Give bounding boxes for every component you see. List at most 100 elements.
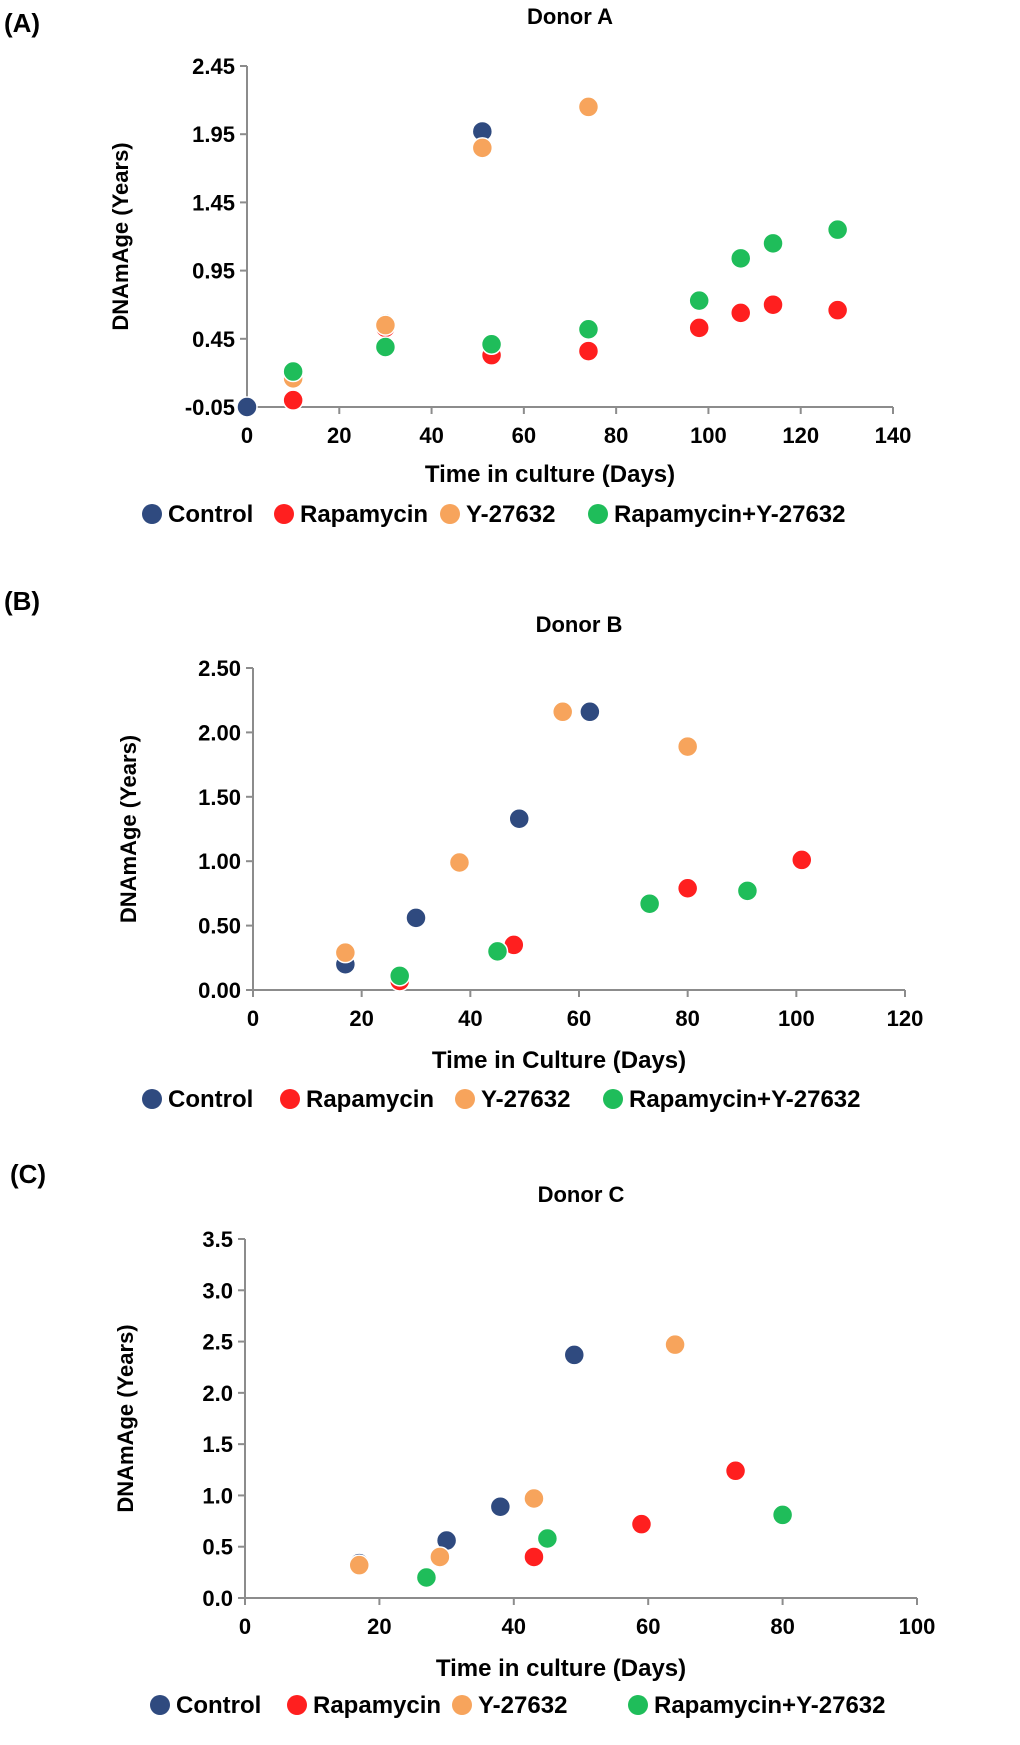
data-point-y-27632 <box>664 1333 686 1356</box>
x-tick-label: 40 <box>458 1006 482 1031</box>
y-tick-label: 1.50 <box>198 785 241 810</box>
panel-label: (A) <box>4 8 40 38</box>
y-tick-label: 0.5 <box>202 1535 233 1560</box>
legend-label: Y-27632 <box>481 1086 570 1113</box>
legend-label: Rapamycin <box>306 1086 434 1113</box>
legend-marker <box>142 1089 162 1109</box>
legend-marker <box>287 1695 307 1715</box>
x-tick-label: 20 <box>349 1006 373 1031</box>
legend-marker <box>150 1695 170 1715</box>
data-point-rapamycin-y-27632 <box>480 333 503 356</box>
data-point-rapamycin-y-27632 <box>388 965 411 987</box>
data-point-rapamycin-y-27632 <box>729 247 752 270</box>
x-tick-label: 80 <box>675 1006 699 1031</box>
y-tick-label: 2.5 <box>202 1330 233 1355</box>
data-point-rapamycin <box>791 849 813 871</box>
data-point-y-27632 <box>551 701 574 723</box>
y-tick-label: 0.95 <box>192 259 235 284</box>
data-point-y-27632 <box>348 1554 370 1576</box>
chart-title: Donor C <box>538 1182 625 1207</box>
data-point-rapamycin-y-27632 <box>826 218 849 241</box>
data-point-rapamycin <box>577 340 600 362</box>
x-tick-label: 20 <box>367 1614 391 1639</box>
legend-marker <box>452 1695 472 1715</box>
data-point-rapamycin <box>676 877 699 899</box>
x-tick-label: 0 <box>239 1614 251 1639</box>
x-tick-label: 40 <box>419 423 443 448</box>
chart-donor-c: (C) Donor C 0.0 0.5 1.0 1.5 2.0 2.5 3.0 3.5 0 20 40 6… <box>10 1159 935 1719</box>
data-point-rapamycin <box>523 1546 545 1568</box>
legend-marker <box>142 504 162 524</box>
legend-marker <box>440 504 460 524</box>
chart-donor-a: (A) Donor A -0.05 0.45 0.95 1.45 1.95 2.45 0 20 40… <box>4 4 912 528</box>
x-axis-label: Time in culture (Days) <box>425 461 675 488</box>
data-point-control <box>508 807 530 830</box>
y-tick-label: 0.50 <box>198 914 241 939</box>
x-axis-label: Time in Culture (Days) <box>432 1047 686 1074</box>
legend-label: Y-27632 <box>478 1692 567 1719</box>
x-tick-label: 60 <box>636 1614 660 1639</box>
data-point-rapamycin-y-27632 <box>771 1504 794 1526</box>
x-tick-label: 100 <box>690 423 727 448</box>
data-point-rapamycin <box>282 389 304 411</box>
x-tick-label: 120 <box>782 423 819 448</box>
y-tick-label: 2.0 <box>202 1381 233 1406</box>
y-axis-label: DNAmAge (Years) <box>116 735 141 923</box>
data-point-y-27632 <box>471 137 494 159</box>
y-tick-label: 1.00 <box>198 849 241 874</box>
data-point-rapamycin-y-27632 <box>374 336 397 358</box>
legend-label: Rapamycin+Y-27632 <box>614 501 845 528</box>
y-tick-label: 3.0 <box>202 1278 233 1303</box>
data-point-rapamycin <box>826 299 849 321</box>
legend-marker <box>274 504 294 524</box>
data-point-control <box>489 1495 512 1518</box>
legend-label: Rapamycin <box>300 501 428 528</box>
data-point-rapamycin <box>729 302 752 324</box>
legend-label: Y-27632 <box>466 501 555 528</box>
x-tick-label: 140 <box>875 423 912 448</box>
data-point-rapamycin-y-27632 <box>688 289 710 312</box>
data-point-y-27632 <box>429 1546 451 1568</box>
data-point-rapamycin-y-27632 <box>282 360 304 383</box>
legend-label: Rapamycin+Y-27632 <box>654 1692 885 1719</box>
legend-label: Control <box>168 1086 253 1113</box>
chart-panel-a: (A) Donor A -0.05 0.45 0.95 1.45 1.95 2.45 0 20 40… <box>0 0 1020 540</box>
y-tick-label: 3.5 <box>202 1227 233 1252</box>
y-tick-label: -0.05 <box>185 395 235 420</box>
data-point-rapamycin <box>724 1460 747 1482</box>
y-tick-label: 0.00 <box>198 978 241 1003</box>
y-axis-label: DNAmAge (Years) <box>108 142 133 330</box>
x-tick-label: 100 <box>778 1006 815 1031</box>
panel-label: (C) <box>10 1159 46 1189</box>
panel-label: (B) <box>4 586 40 616</box>
data-point-y-27632 <box>334 941 357 964</box>
y-tick-label: 0.0 <box>202 1586 233 1611</box>
y-axis-label: DNAmAge (Years) <box>113 1324 138 1512</box>
x-tick-label: 0 <box>247 1006 259 1031</box>
data-point-control <box>236 396 258 418</box>
data-point-rapamycin-y-27632 <box>736 880 759 902</box>
data-point-control <box>579 701 601 723</box>
data-point-rapamycin-y-27632 <box>486 940 509 963</box>
x-tick-label: 20 <box>327 423 351 448</box>
x-tick-label: 0 <box>241 423 253 448</box>
data-point-rapamycin-y-27632 <box>762 232 784 255</box>
chart-title: Donor B <box>536 612 623 637</box>
y-tick-label: 2.00 <box>198 720 241 745</box>
data-point-rapamycin <box>630 1513 653 1535</box>
legend-label: Control <box>176 1692 261 1719</box>
legend-marker <box>455 1089 475 1109</box>
x-axis-label: Time in culture (Days) <box>436 1655 686 1682</box>
legend-marker <box>588 504 608 524</box>
x-tick-label: 60 <box>567 1006 591 1031</box>
legend-label: Rapamycin+Y-27632 <box>629 1086 860 1113</box>
data-point-rapamycin <box>688 317 710 339</box>
legend-label: Control <box>168 501 253 528</box>
x-tick-label: 40 <box>502 1614 526 1639</box>
legend-label: Rapamycin <box>313 1692 441 1719</box>
legend-marker <box>280 1089 300 1109</box>
data-point-y-27632 <box>523 1487 545 1510</box>
data-point-y-27632 <box>676 735 699 758</box>
data-point-rapamycin-y-27632 <box>638 892 661 915</box>
y-tick-label: 0.45 <box>192 327 235 352</box>
